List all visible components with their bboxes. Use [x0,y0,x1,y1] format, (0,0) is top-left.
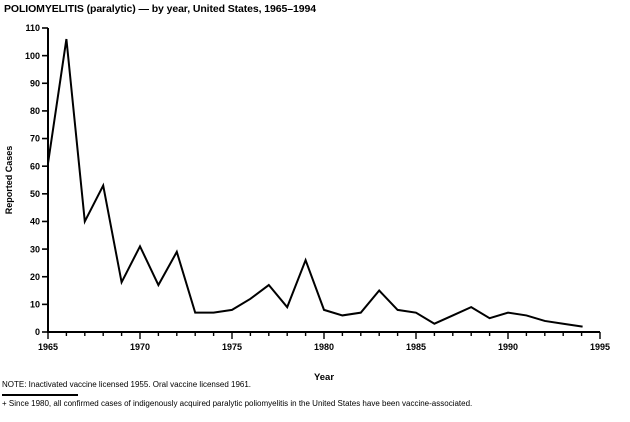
x-tick-label: 1970 [130,342,150,352]
y-tick-label: 70 [30,134,40,144]
y-tick-label: 80 [30,106,40,116]
y-tick-label: 0 [35,327,40,337]
footnote-note: NOTE: Inactivated vaccine licensed 1955.… [2,380,252,389]
x-tick-label: 1975 [222,342,242,352]
y-tick-label: 110 [25,23,40,33]
y-tick-label: 50 [30,189,40,199]
y-tick-label: 20 [30,272,40,282]
x-tick-label: 1980 [314,342,334,352]
x-tick-label: 1965 [38,342,58,352]
line-chart-plot-area: 0 10 20 30 40 50 60 70 80 90 100 110 1965 1970 1975 198… [4,23,610,383]
chart-title: POLIOMYELITIS (paralytic) — by year, Uni… [4,3,316,15]
footnote-vaccine-associated: + Since 1980, all confirmed cases of ind… [2,399,473,408]
footnote-divider [2,394,78,396]
x-axis-title: Year [314,372,334,383]
y-tick-label: 10 [30,300,40,310]
y-tick-label: 100 [25,51,40,61]
y-axis-title: Reported Cases [4,146,14,215]
y-tick-label: 90 [30,78,40,88]
y-tick-label: 30 [30,244,40,254]
x-tick-label: 1995 [590,342,610,352]
y-tick-label: 40 [30,217,40,227]
x-tick-label: 1985 [406,342,426,352]
y-tick-label: 60 [30,161,40,171]
x-tick-label: 1990 [498,342,518,352]
axes [47,28,600,333]
reported-cases-series [46,38,583,328]
